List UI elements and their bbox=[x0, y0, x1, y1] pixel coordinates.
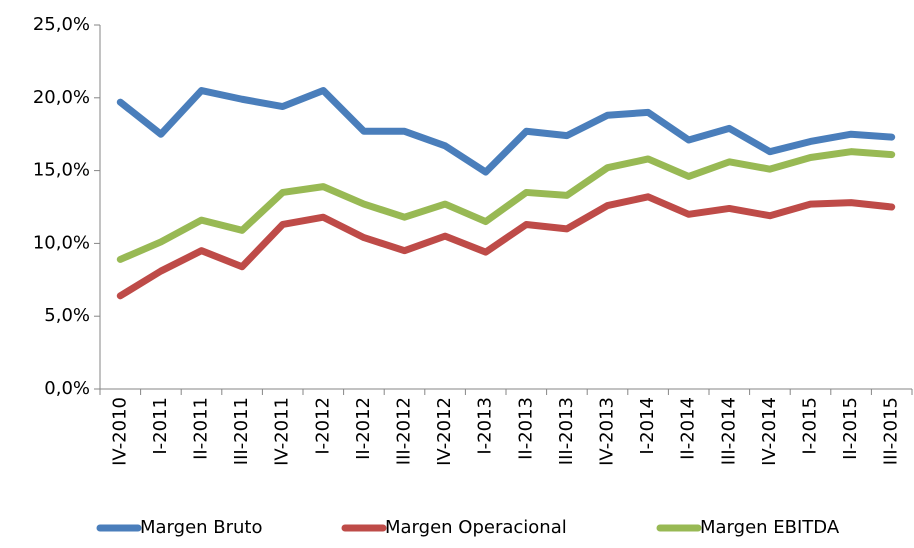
x-tick-label: II-2013 bbox=[515, 397, 536, 460]
x-tick-label: I-2012 bbox=[312, 397, 333, 455]
y-tick-label: 5,0% bbox=[44, 305, 90, 326]
x-tick-label: II-2012 bbox=[353, 397, 374, 460]
x-tick-label: IV-2014 bbox=[759, 397, 780, 466]
x-tick-label: III-2015 bbox=[881, 397, 902, 465]
x-tick-label: IV-2010 bbox=[109, 397, 130, 466]
x-tick-label: II-2014 bbox=[678, 397, 699, 460]
y-tick-label: 15,0% bbox=[33, 160, 90, 181]
x-tick-label: I-2013 bbox=[475, 397, 496, 455]
series-line bbox=[116, 148, 896, 263]
x-tick-label: III-2012 bbox=[394, 397, 415, 465]
y-tick-label: 25,0% bbox=[33, 14, 90, 35]
series-line bbox=[116, 193, 896, 300]
y-tick-label: 10,0% bbox=[33, 232, 90, 253]
legend-label: Margen EBITDA bbox=[700, 517, 840, 538]
x-tick-label: III-2013 bbox=[556, 397, 577, 465]
x-tick-label: IV-2013 bbox=[597, 397, 618, 466]
series-line bbox=[116, 87, 896, 176]
x-tick-label: II-2011 bbox=[191, 397, 212, 460]
legend-label: Margen Bruto bbox=[140, 517, 263, 538]
x-tick-label: I-2014 bbox=[637, 397, 658, 455]
x-tick-label: I-2015 bbox=[800, 397, 821, 455]
x-tick-label: IV-2012 bbox=[434, 397, 455, 466]
x-tick-label: II-2015 bbox=[840, 397, 861, 460]
x-tick-label: III-2014 bbox=[718, 397, 739, 465]
y-tick-label: 20,0% bbox=[33, 87, 90, 108]
x-tick-label: IV-2011 bbox=[272, 397, 293, 466]
legend-label: Margen Operacional bbox=[385, 517, 567, 538]
x-tick-label: I-2011 bbox=[150, 397, 171, 455]
y-tick-label: 0,0% bbox=[44, 378, 90, 399]
x-tick-label: III-2011 bbox=[231, 397, 252, 465]
